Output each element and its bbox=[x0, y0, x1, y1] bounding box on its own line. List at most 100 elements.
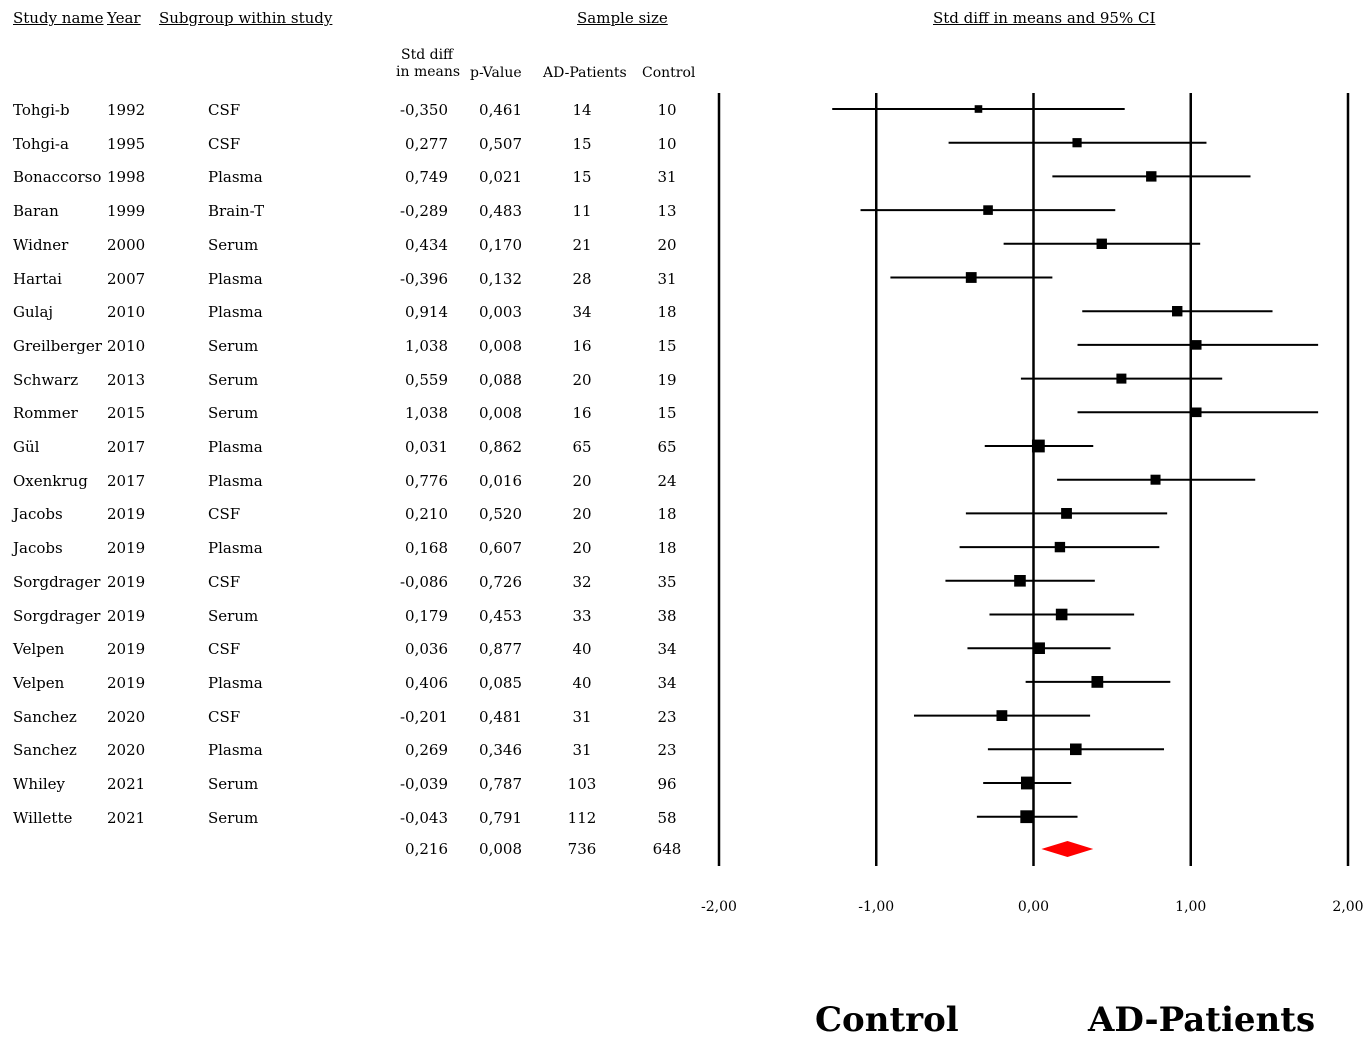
study-ad: 32 bbox=[572, 572, 592, 591]
study-subgroup: Plasma bbox=[208, 471, 263, 490]
table-row: Widner 2000 Serum 0,434 0,170 21 20 bbox=[0, 236, 700, 256]
point-marker bbox=[1146, 171, 1157, 182]
point-marker bbox=[1054, 541, 1066, 553]
study-name: Widner bbox=[13, 235, 69, 254]
table-row: Velpen 2019 Plasma 0,406 0,085 40 34 bbox=[0, 674, 700, 694]
point-marker bbox=[1061, 508, 1072, 519]
study-control: 18 bbox=[657, 505, 677, 524]
study-pvalue: 0,461 bbox=[479, 101, 522, 119]
study-pvalue: 0,507 bbox=[479, 134, 522, 153]
study-subgroup: Plasma bbox=[208, 539, 263, 558]
study-subgroup: CSF bbox=[208, 572, 241, 591]
study-name: Sorgdrager bbox=[13, 572, 101, 591]
study-smd: 0,559 bbox=[405, 370, 448, 389]
table-row: Willette 2021 Serum -0,043 0,791 112 58 bbox=[0, 809, 700, 829]
table-row: Sorgdrager 2019 Serum 0,179 0,453 33 38 bbox=[0, 607, 700, 627]
point-marker bbox=[1020, 810, 1034, 824]
summary-ad: 736 bbox=[567, 840, 597, 858]
study-year: 2019 bbox=[107, 572, 146, 591]
study-year: 2021 bbox=[107, 775, 146, 793]
study-year: 2010 bbox=[107, 336, 146, 355]
study-year: 2017 bbox=[107, 471, 146, 490]
study-ad: 15 bbox=[572, 168, 592, 187]
point-marker bbox=[1191, 340, 1202, 350]
study-smd: -0,043 bbox=[399, 808, 448, 827]
study-year: 2015 bbox=[107, 404, 146, 423]
summary-diamond bbox=[1041, 841, 1094, 857]
study-subgroup: Plasma bbox=[208, 673, 263, 692]
study-ad: 103 bbox=[567, 775, 597, 793]
study-subgroup: Serum bbox=[208, 336, 259, 355]
study-control: 24 bbox=[657, 471, 677, 490]
study-name: Sorgdrager bbox=[13, 606, 101, 625]
study-ad: 15 bbox=[572, 134, 592, 153]
table-row: Sanchez 2020 CSF -0,201 0,481 31 23 bbox=[0, 708, 700, 728]
table-row: Sorgdrager 2019 CSF -0,086 0,726 32 35 bbox=[0, 573, 700, 593]
study-name: Velpen bbox=[13, 640, 65, 659]
header-smd: Std diff in means bbox=[396, 47, 461, 81]
study-subgroup: CSF bbox=[208, 101, 241, 119]
study-subgroup: Plasma bbox=[208, 303, 263, 322]
study-subgroup: Serum bbox=[208, 808, 259, 827]
header-smd-line1: Std diff bbox=[400, 47, 453, 63]
study-pvalue: 0,008 bbox=[479, 404, 522, 423]
study-pvalue: 0,008 bbox=[479, 336, 522, 355]
study-subgroup: CSF bbox=[208, 707, 241, 726]
study-subgroup: Plasma bbox=[208, 438, 263, 456]
study-pvalue: 0,453 bbox=[479, 606, 522, 625]
study-ad: 21 bbox=[572, 235, 592, 254]
study-ad: 14 bbox=[572, 101, 592, 119]
study-name: Tohgi-a bbox=[13, 134, 69, 153]
table-row: Rommer 2015 Serum 1,038 0,008 16 15 bbox=[0, 404, 700, 424]
header-control: Control bbox=[642, 65, 696, 81]
point-marker bbox=[1191, 407, 1202, 418]
study-ad: 16 bbox=[572, 404, 592, 423]
header-subgroup: Subgroup within study bbox=[159, 9, 333, 27]
study-pvalue: 0,862 bbox=[479, 438, 522, 456]
header-smd-line2: in means bbox=[396, 64, 461, 80]
x-tick-label: -1,00 bbox=[858, 899, 894, 915]
study-smd: 0,406 bbox=[405, 673, 448, 692]
study-ad: 112 bbox=[567, 808, 597, 827]
study-ad: 31 bbox=[572, 741, 592, 760]
point-marker bbox=[1116, 373, 1127, 384]
table-row: Sanchez 2020 Plasma 0,269 0,346 31 23 bbox=[0, 741, 700, 761]
study-subgroup: Serum bbox=[208, 235, 259, 254]
study-control: 58 bbox=[657, 808, 677, 827]
study-control: 18 bbox=[657, 303, 677, 322]
study-name: Schwarz bbox=[13, 370, 79, 389]
study-control: 10 bbox=[657, 101, 677, 119]
study-ad: 65 bbox=[572, 438, 592, 456]
study-ad: 40 bbox=[572, 673, 592, 692]
study-year: 2019 bbox=[107, 606, 146, 625]
study-control: 96 bbox=[657, 775, 677, 793]
table-row: Schwarz 2013 Serum 0,559 0,088 20 19 bbox=[0, 371, 700, 391]
study-control: 35 bbox=[657, 572, 677, 591]
study-pvalue: 0,003 bbox=[479, 303, 522, 322]
study-pvalue: 0,787 bbox=[479, 775, 522, 793]
study-control: 15 bbox=[657, 404, 677, 423]
summary-pvalue: 0,008 bbox=[479, 840, 522, 858]
study-smd: 0,434 bbox=[405, 235, 448, 254]
study-pvalue: 0,481 bbox=[479, 707, 522, 726]
study-control: 20 bbox=[657, 235, 677, 254]
study-smd: 0,210 bbox=[405, 505, 448, 524]
study-smd: 0,277 bbox=[405, 134, 448, 153]
study-pvalue: 0,877 bbox=[479, 640, 522, 659]
study-year: 2000 bbox=[107, 235, 146, 254]
study-pvalue: 0,791 bbox=[479, 808, 522, 827]
study-smd: 0,036 bbox=[405, 640, 448, 659]
study-name: Tohgi-b bbox=[13, 101, 70, 119]
table-row: Bonaccorso 1998 Plasma 0,749 0,021 15 31 bbox=[0, 168, 700, 188]
study-name: Bonaccorso bbox=[13, 168, 102, 187]
study-subgroup: Brain-T bbox=[208, 202, 265, 221]
x-tick-label: 1,00 bbox=[1175, 899, 1206, 915]
table-row: Tohgi-b 1992 CSF -0,350 0,461 14 10 bbox=[0, 101, 700, 121]
study-ad: 11 bbox=[572, 202, 592, 221]
study-smd: -0,201 bbox=[399, 707, 448, 726]
study-ad: 28 bbox=[572, 269, 592, 288]
study-name: Gulaj bbox=[13, 303, 54, 322]
study-control: 13 bbox=[657, 202, 677, 221]
study-ad: 33 bbox=[572, 606, 592, 625]
